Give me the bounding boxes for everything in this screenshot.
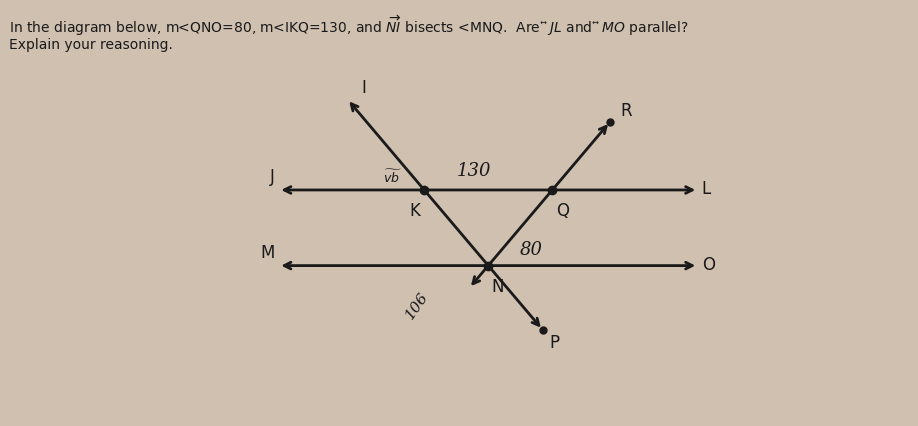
Text: N: N bbox=[492, 277, 504, 295]
Text: L: L bbox=[701, 180, 711, 198]
Text: R: R bbox=[621, 101, 633, 119]
Text: O: O bbox=[701, 255, 715, 273]
Text: J: J bbox=[270, 168, 274, 186]
Text: I: I bbox=[362, 79, 366, 97]
Text: Q: Q bbox=[556, 202, 569, 220]
Text: 80: 80 bbox=[520, 241, 543, 259]
Text: In the diagram below, m<QNO=80, m<IKQ=130, and $\overrightarrow{NI}$ bisects <MN: In the diagram below, m<QNO=80, m<IKQ=13… bbox=[9, 13, 688, 37]
Text: 106: 106 bbox=[403, 289, 431, 321]
Text: M: M bbox=[261, 243, 274, 261]
Text: K: K bbox=[409, 202, 420, 220]
Text: P: P bbox=[550, 334, 560, 351]
Text: 130: 130 bbox=[457, 162, 491, 180]
Text: Explain your reasoning.: Explain your reasoning. bbox=[9, 38, 174, 52]
Text: $\widetilde{vb}$: $\widetilde{vb}$ bbox=[383, 169, 402, 186]
